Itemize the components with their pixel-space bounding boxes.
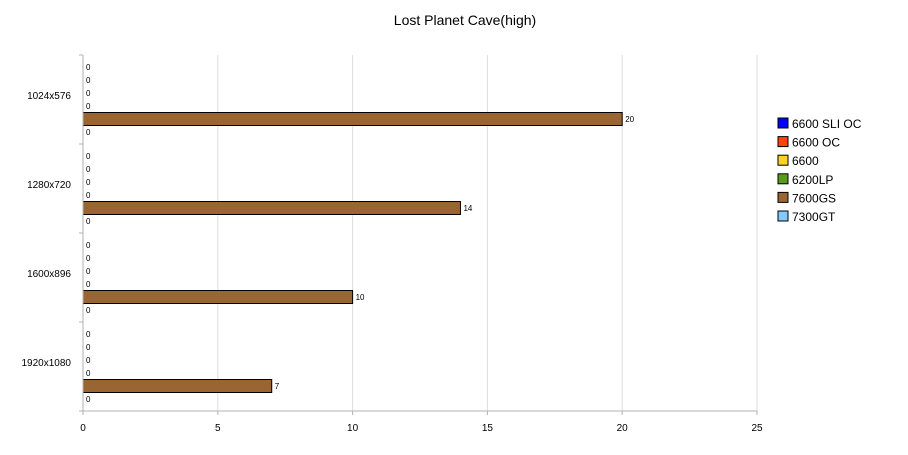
legend-swatch — [777, 136, 789, 148]
data-label: 0 — [86, 306, 91, 315]
category-label: 1920x1080 — [22, 358, 72, 369]
data-label: 0 — [86, 128, 91, 137]
x-tick-label: 20 — [617, 423, 629, 434]
x-tick-label: 10 — [347, 423, 359, 434]
legend-label: 6600 — [792, 154, 819, 168]
bar — [82, 290, 354, 304]
legend-label: 6600 SLI OC — [792, 117, 862, 131]
data-label: 0 — [86, 254, 91, 263]
legend-label: 7300GT — [792, 210, 836, 224]
legend-label: 7600GS — [792, 191, 836, 205]
x-tick-label: 25 — [751, 423, 763, 434]
data-label: 0 — [86, 330, 91, 339]
data-label: 0 — [86, 217, 91, 226]
chart-title: Lost Planet Cave(high) — [394, 12, 536, 28]
legend: 6600 SLI OC 6600 OC 6600 6200LP 7600GS 7300GT — [777, 117, 862, 224]
data-label: 0 — [86, 395, 91, 404]
legend-swatch — [777, 117, 789, 129]
data-label: 0 — [86, 191, 91, 200]
legend-swatch — [777, 210, 789, 222]
legend-label: 6200LP — [792, 173, 833, 187]
legend-label: 6600 OC — [792, 136, 840, 150]
data-label: 0 — [86, 267, 91, 276]
bar — [82, 379, 273, 393]
legend-swatch — [777, 191, 789, 203]
legend-swatch — [777, 173, 789, 185]
data-label: 7 — [275, 382, 280, 391]
data-label: 0 — [86, 76, 91, 85]
category-label: 1024x576 — [27, 91, 71, 102]
category-label: 1600x896 — [27, 269, 71, 280]
data-label: 0 — [86, 165, 91, 174]
legend-swatch — [777, 154, 789, 166]
data-label: 20 — [625, 115, 634, 124]
bars: 0 0 0 0 20 0 0 0 0 0 14 0 0 0 0 0 10 0 0 0 0 0 7 0 — [82, 60, 635, 406]
data-label: 0 — [86, 102, 91, 111]
x-tick-label: 0 — [80, 423, 86, 434]
data-label: 0 — [86, 343, 91, 352]
data-label: 0 — [86, 280, 91, 289]
data-label: 0 — [86, 178, 91, 187]
data-label: 10 — [356, 293, 365, 302]
axes: 0 5 10 15 20 25 1024x576 1280x720 1600x896 1920x1… — [22, 54, 763, 434]
data-label: 0 — [86, 63, 91, 72]
bar — [82, 112, 623, 126]
data-label: 0 — [86, 89, 91, 98]
x-tick-label: 15 — [482, 423, 494, 434]
x-tick-label: 5 — [215, 423, 221, 434]
gridlines — [217, 55, 758, 411]
category-label: 1280x720 — [27, 180, 71, 191]
data-label: 0 — [86, 152, 91, 161]
data-label: 0 — [86, 369, 91, 378]
data-label: 0 — [86, 241, 91, 250]
data-label: 0 — [86, 356, 91, 365]
bar — [82, 201, 461, 215]
data-label: 14 — [463, 204, 472, 213]
